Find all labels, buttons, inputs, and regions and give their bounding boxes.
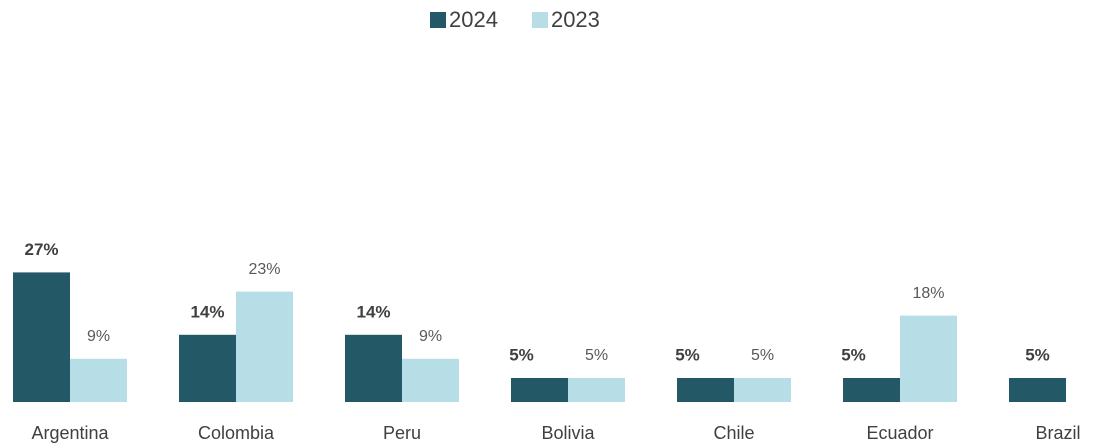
legend-swatch [430,12,446,28]
bar [345,334,402,402]
x-tick-label: Colombia [198,423,275,443]
bar [1009,378,1066,402]
bar [70,358,127,402]
value-label: 14% [190,302,224,321]
x-tick-label: Bolivia [541,423,595,443]
value-label: 9% [419,328,442,345]
x-tick-label: Chile [713,423,754,443]
x-tick-label: Brazil [1035,423,1080,443]
value-label: 27% [24,240,58,259]
bar [734,378,791,402]
bar [13,272,70,402]
value-label: 5% [675,345,700,364]
bar [511,378,568,402]
bar [236,291,293,402]
value-label: 5% [751,347,774,364]
value-label: 5% [1025,345,1050,364]
value-label: 9% [87,328,110,345]
bar [677,378,734,402]
x-tick-label: Peru [383,423,421,443]
x-tick-label: Argentina [31,423,109,443]
legend-swatch [531,12,548,28]
bar [402,358,459,402]
legend-label: 2023 [551,7,600,32]
value-label: 5% [585,347,608,364]
value-label: 18% [912,285,944,302]
legend-label: 2024 [449,7,498,32]
bar [843,378,900,402]
value-label: 23% [248,261,280,278]
bar [900,315,957,402]
bar [179,334,236,402]
value-label: 5% [509,345,534,364]
value-label: 5% [841,345,866,364]
x-tick-label: Ecuador [866,423,933,443]
value-label: 14% [356,302,390,321]
bar [568,378,625,402]
